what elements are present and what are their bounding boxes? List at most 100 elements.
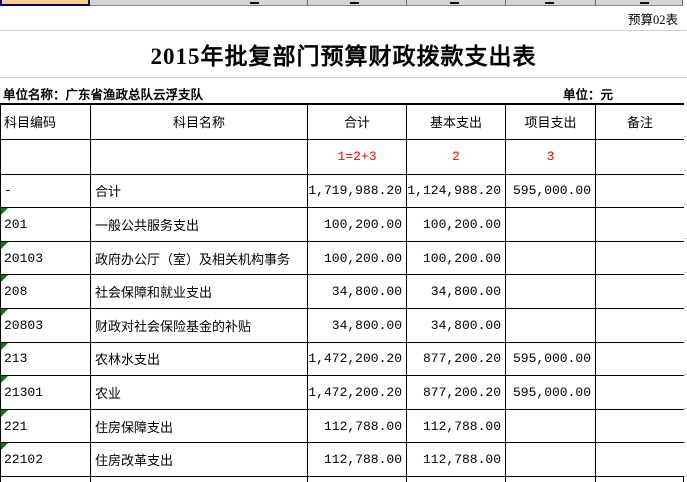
cell-subject-name[interactable]: 政府办公厅（室）及相关机构事务 <box>90 240 308 276</box>
cell-basic-expenditure[interactable]: 100,200.00 <box>406 240 506 276</box>
unit-row[interactable]: 单位名称：广东省渔政总队云浮支队 单位：元 <box>0 78 687 103</box>
cell-total[interactable]: 1,472,200.20 <box>307 341 407 377</box>
clipped-text-fragment <box>640 2 649 4</box>
cell-subject-name[interactable]: 财政对社会保险基金的补贴 <box>90 307 308 343</box>
gridline <box>90 477 91 482</box>
cell-basic-expenditure[interactable]: 877,200.20 <box>406 375 506 410</box>
cell-subject-name[interactable]: 合计 <box>90 173 308 209</box>
outside-gridlines <box>684 103 687 482</box>
cell-remarks[interactable] <box>595 173 685 209</box>
cell-subject-code[interactable]: 20803 <box>0 307 91 343</box>
header-row: 科目编码 科目名称 合计 基本支出 项目支出 备注 <box>0 103 685 140</box>
header-total[interactable]: 合计 <box>307 103 407 140</box>
cell-remarks[interactable] <box>595 408 685 444</box>
table-row: 201 一般公共服务支出 100,200.00 100,200.00 <box>0 207 685 242</box>
header-subject-code[interactable]: 科目编码 <box>0 103 91 140</box>
cell-subject-code[interactable]: 201 <box>0 207 91 242</box>
formula-name-cell[interactable] <box>90 138 308 175</box>
clipped-text-fragment <box>450 2 459 4</box>
gridline <box>682 0 683 6</box>
selected-cell-remnant[interactable] <box>0 0 90 6</box>
cell-total[interactable]: 34,800.00 <box>307 307 407 343</box>
gridline <box>0 77 687 78</box>
cell-total[interactable]: 100,200.00 <box>307 207 407 242</box>
cell-subject-name[interactable]: 社会保障和就业支出 <box>90 274 308 309</box>
cell-project-expenditure[interactable]: 595,000.00 <box>505 341 596 377</box>
cell-total[interactable]: 100,200.00 <box>307 240 407 276</box>
cell-project-expenditure[interactable] <box>505 307 596 343</box>
clipped-text-fragment <box>350 2 359 4</box>
error-flag-icon <box>1 343 8 350</box>
gridline <box>307 477 308 482</box>
gridline <box>0 30 687 31</box>
header-basic-expenditure[interactable]: 基本支出 <box>406 103 506 140</box>
header-subject-name[interactable]: 科目名称 <box>90 103 308 140</box>
cell-total[interactable]: 1,472,200.20 <box>307 375 407 410</box>
error-flag-icon <box>1 208 8 216</box>
cell-project-expenditure[interactable] <box>505 274 596 309</box>
header-remarks[interactable]: 备注 <box>595 103 685 140</box>
cell-project-expenditure[interactable] <box>505 442 596 477</box>
cell-project-expenditure[interactable] <box>505 408 596 444</box>
cell-remarks[interactable] <box>595 375 685 410</box>
cell-remarks[interactable] <box>595 307 685 343</box>
error-flag-icon <box>1 443 8 451</box>
sheet-label-cell[interactable]: 预算02表 <box>0 7 683 30</box>
cell-subject-code[interactable]: 20103 <box>0 240 91 276</box>
cell-subject-name[interactable]: 住房保障支出 <box>90 408 308 444</box>
cell-subject-name[interactable]: 一般公共服务支出 <box>90 207 308 242</box>
table-row: 221 住房保障支出 112,788.00 112,788.00 <box>0 408 685 444</box>
cell-basic-expenditure[interactable]: 34,800.00 <box>406 274 506 309</box>
formula-remarks-cell[interactable] <box>595 138 685 175</box>
formula-row: 1=2+3 2 3 <box>0 138 685 175</box>
cell-total[interactable]: 112,788.00 <box>307 442 407 477</box>
gridline <box>406 477 407 482</box>
cell-project-expenditure[interactable] <box>505 240 596 276</box>
cell-subject-code[interactable]: 208 <box>0 274 91 309</box>
cell-project-expenditure[interactable]: 595,000.00 <box>505 173 596 209</box>
cell-remarks[interactable] <box>595 442 685 477</box>
table-row: - 合计 1,719,988.20 1,124,988.20 595,000.00 <box>0 173 685 209</box>
cell-subject-name[interactable]: 住房改革支出 <box>90 442 308 477</box>
clipped-text-fragment <box>250 2 259 4</box>
cell-subject-code[interactable]: 21301 <box>0 375 91 410</box>
formula-project-cell[interactable]: 3 <box>505 138 596 175</box>
error-flag-icon <box>1 242 8 249</box>
formula-code-cell[interactable] <box>0 138 91 175</box>
unit-label: 单位：元 <box>563 88 614 102</box>
cell-subject-code[interactable]: 22102 <box>0 442 91 477</box>
cell-remarks[interactable] <box>595 207 685 242</box>
cell-remarks[interactable] <box>595 240 685 276</box>
bottom-clipped-row <box>0 477 687 482</box>
cell-total[interactable]: 1,719,988.20 <box>307 173 407 209</box>
cell-subject-name[interactable]: 农林水支出 <box>90 341 308 377</box>
cell-subject-code[interactable]: 213 <box>0 341 91 377</box>
cell-basic-expenditure[interactable]: 112,788.00 <box>406 442 506 477</box>
table-row: 208 社会保障和就业支出 34,800.00 34,800.00 <box>0 274 685 309</box>
cell-total[interactable]: 34,800.00 <box>307 274 407 309</box>
error-flag-icon <box>1 309 8 316</box>
cell-subject-code[interactable]: - <box>0 173 91 209</box>
unit-name-label: 单位名称：广东省渔政总队云浮支队 <box>3 88 204 102</box>
cell-project-expenditure[interactable]: 595,000.00 <box>505 375 596 410</box>
cell-remarks[interactable] <box>595 274 685 309</box>
cell-remarks[interactable] <box>595 341 685 377</box>
cell-project-expenditure[interactable] <box>505 207 596 242</box>
cell-basic-expenditure[interactable]: 1,124,988.20 <box>406 173 506 209</box>
cell-total[interactable]: 112,788.00 <box>307 408 407 444</box>
cell-basic-expenditure[interactable]: 100,200.00 <box>406 207 506 242</box>
cell-subject-code[interactable]: 221 <box>0 408 91 444</box>
table-body: - 合计 1,719,988.20 1,124,988.20 595,000.00 201… <box>0 173 685 477</box>
formula-total-cell[interactable]: 1=2+3 <box>307 138 407 175</box>
header-project-expenditure[interactable]: 项目支出 <box>505 103 596 140</box>
gridline <box>683 477 684 482</box>
cell-basic-expenditure[interactable]: 877,200.20 <box>406 341 506 377</box>
cell-basic-expenditure[interactable]: 112,788.00 <box>406 408 506 444</box>
formula-basic-cell[interactable]: 2 <box>406 138 506 175</box>
cell-basic-expenditure[interactable]: 34,800.00 <box>406 307 506 343</box>
title-cell[interactable]: 2015年批复部门预算财政拨款支出表 <box>0 31 687 77</box>
clipped-text-fragment <box>545 2 554 4</box>
cell-subject-name[interactable]: 农业 <box>90 375 308 410</box>
error-flag-icon <box>1 410 8 417</box>
